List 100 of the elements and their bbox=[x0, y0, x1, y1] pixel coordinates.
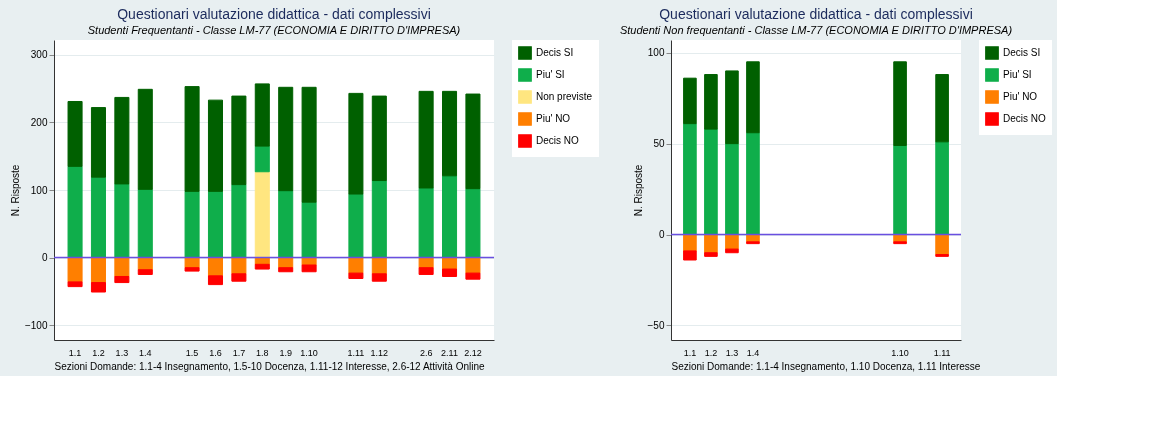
legend-label: Decis SI bbox=[536, 47, 574, 58]
bar bbox=[465, 272, 481, 280]
bar bbox=[184, 267, 200, 272]
bar bbox=[301, 86, 317, 203]
bar bbox=[442, 90, 458, 177]
bar bbox=[704, 74, 718, 130]
bar bbox=[231, 273, 247, 282]
bar bbox=[231, 257, 247, 275]
bar bbox=[935, 74, 949, 143]
bar bbox=[278, 267, 294, 273]
y-tick-label: −50 bbox=[647, 319, 665, 331]
bar bbox=[683, 250, 697, 261]
bar bbox=[67, 257, 83, 283]
x-tick-label: 1.4 bbox=[139, 347, 152, 358]
bar bbox=[442, 268, 458, 277]
bar bbox=[725, 248, 739, 254]
bar bbox=[90, 176, 106, 259]
legend-label: Piu' NO bbox=[1003, 91, 1038, 102]
x-tick-label: 2.6 bbox=[419, 347, 433, 358]
bar bbox=[90, 107, 106, 178]
bar bbox=[301, 201, 317, 259]
bar bbox=[442, 175, 458, 259]
bar bbox=[371, 95, 387, 182]
x-tick-label: 1.2 bbox=[92, 347, 105, 358]
bar bbox=[418, 187, 434, 259]
x-tick-label: 1.8 bbox=[256, 347, 269, 358]
x-tick-label: 1.6 bbox=[209, 347, 222, 358]
chart-subtitle: Studenti Non frequentanti - Classe LM-77 (ECONOMIA E DIRITTO D'IMPRESA) bbox=[619, 24, 1013, 36]
x-tick-label: 1.9 bbox=[279, 347, 292, 358]
bar bbox=[348, 92, 364, 195]
y-tick-label: −100 bbox=[24, 319, 48, 331]
bar bbox=[683, 123, 697, 236]
legend-label: Piu' SI bbox=[1003, 69, 1032, 80]
bar bbox=[114, 96, 130, 185]
chart-subtitle: Studenti Frequentanti - Classe LM-77 (ECONOMIA E DIRITTO D'IMPRESA) bbox=[87, 24, 461, 36]
x-tick-label: 2.11 bbox=[441, 347, 458, 358]
y-tick-label: 300 bbox=[30, 49, 48, 61]
legend-label: Piu' SI bbox=[536, 69, 565, 80]
x-tick-label: 1.5 bbox=[185, 347, 199, 358]
bar bbox=[114, 275, 130, 284]
bar bbox=[231, 184, 247, 259]
bar bbox=[371, 180, 387, 259]
bar bbox=[254, 83, 270, 147]
bar bbox=[231, 95, 247, 186]
bar bbox=[254, 171, 270, 259]
bar bbox=[465, 257, 481, 274]
bar bbox=[67, 165, 83, 259]
legend-label: Decis NO bbox=[1003, 113, 1046, 124]
y-tick-label: 100 bbox=[647, 47, 665, 59]
x-tick-label: 1.12 bbox=[370, 347, 389, 358]
bar bbox=[418, 90, 434, 189]
x-tick-label: 1.11 bbox=[347, 347, 365, 358]
bar bbox=[935, 234, 949, 256]
bar bbox=[184, 190, 200, 259]
bar bbox=[371, 273, 387, 282]
bar bbox=[746, 132, 760, 236]
legend-label: Piu' NO bbox=[536, 113, 571, 124]
bar bbox=[207, 275, 224, 286]
bar bbox=[935, 141, 949, 236]
bar bbox=[418, 267, 434, 275]
bar bbox=[683, 77, 697, 125]
x-tick-label: 1.3 bbox=[725, 347, 739, 358]
bar bbox=[278, 86, 294, 192]
bar bbox=[278, 190, 294, 259]
bar bbox=[114, 183, 130, 259]
x-tick-label: 1.1 bbox=[68, 347, 82, 358]
y-tick-label: 50 bbox=[653, 138, 665, 150]
bar bbox=[137, 88, 153, 190]
x-tick-label: 1.10 bbox=[891, 347, 909, 358]
bar bbox=[465, 93, 481, 190]
bar bbox=[301, 264, 317, 273]
x-tick-label: 1.2 bbox=[704, 347, 718, 358]
bar bbox=[746, 61, 760, 134]
x-axis-title: Sezioni Domande: 1.1-4 Insegnamento, 1.10 Docenza, 1.11 Interesse bbox=[671, 360, 981, 372]
bar bbox=[207, 99, 224, 192]
bar bbox=[348, 193, 364, 259]
chart-title: Questionari valutazione didattica - dati complessivi bbox=[117, 6, 431, 22]
bar bbox=[184, 86, 200, 192]
y-tick-label: 0 bbox=[41, 252, 48, 264]
bar bbox=[254, 263, 270, 270]
x-tick-label: 1.1 bbox=[683, 347, 697, 358]
legend-label: Decis SI bbox=[1003, 47, 1041, 58]
bar bbox=[893, 61, 907, 146]
x-tick-label: 1.11 bbox=[933, 347, 951, 358]
x-axis-title: Sezioni Domande: 1.1-4 Insegnamento, 1.5-10 Docenza, 1.11-12 Interesse, 2.6-12 Attività Online bbox=[54, 360, 486, 372]
x-tick-label: 1.3 bbox=[115, 347, 129, 358]
bar bbox=[254, 145, 270, 173]
bar bbox=[704, 252, 718, 257]
legend-label: Decis NO bbox=[536, 135, 579, 146]
bar bbox=[465, 188, 481, 259]
y-axis-title: N. Risposte bbox=[9, 164, 21, 217]
x-tick-label: 1.4 bbox=[746, 347, 760, 358]
bar bbox=[893, 144, 907, 236]
y-tick-label: 200 bbox=[30, 116, 48, 128]
bar bbox=[67, 100, 83, 167]
bar bbox=[207, 190, 224, 259]
bar bbox=[67, 281, 83, 288]
bar bbox=[137, 188, 153, 259]
bar bbox=[704, 128, 718, 236]
bar bbox=[348, 257, 364, 274]
